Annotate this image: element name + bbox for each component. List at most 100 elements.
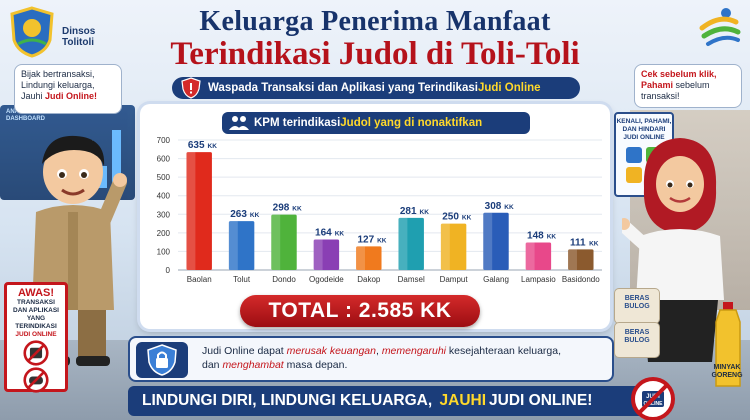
awas-line3: YANG TERINDIKASI: [15, 315, 57, 330]
warning-banner-text: Waspada Transaksi dan Aplikasi yang Teri…: [208, 82, 478, 94]
footer-banner: LINDUNGI DIRI, LINDUNGI KELUARGA, JAUHI J…: [128, 386, 648, 416]
bar-highlight: [525, 242, 535, 270]
data-label: 308: [485, 201, 502, 212]
chart-banner-highlight: Judol yang di nonaktifkan: [340, 117, 483, 129]
bar-highlight: [228, 221, 238, 270]
bar-baolan: [186, 152, 212, 270]
bar-highlight: [398, 217, 408, 270]
logo-left-line2: Tolitoli: [62, 37, 95, 48]
awas-line2: DAN APLIKASI: [13, 307, 59, 314]
data-label: 635: [188, 140, 205, 151]
info-line1: Judi Online dapat merusak keuangan, meme…: [202, 344, 604, 358]
info-line1-b: ,: [375, 345, 382, 357]
data-label-unit: KK: [547, 234, 557, 241]
rice-sack-label1: BERAS: [624, 329, 650, 336]
info-line1-hl2: memengaruhi: [381, 345, 447, 357]
awas-title: AWAS!: [17, 287, 55, 299]
no-gamepad-icon: [23, 367, 49, 393]
info-line2-a: dan: [202, 359, 223, 371]
data-label-unit: KK: [335, 231, 345, 238]
data-label: 281: [400, 206, 417, 217]
bubble-right-line3: transaksi!: [641, 91, 680, 101]
board-right-line2: DAN HINDARI: [622, 126, 666, 133]
bar-tolut: [228, 221, 255, 270]
data-label-unit: KK: [377, 237, 387, 244]
x-tick-label: Damsel: [398, 275, 425, 284]
footer-part2: JUDI ONLINE!: [489, 392, 593, 409]
no-gamble-line2: ONLINE: [644, 401, 664, 407]
bar-highlight: [568, 249, 577, 270]
info-line2-b: masa depan.: [283, 359, 348, 371]
bubble-left-line1: Bijak bertransaksi,: [21, 69, 95, 79]
page-title-line1: Keluarga Penerima Manfaat: [199, 6, 551, 37]
info-box: Judi Online dapat merusak keuangan, meme…: [128, 336, 614, 382]
y-tick-label: 700: [157, 136, 171, 145]
data-label-unit: KK: [589, 240, 599, 247]
awas-warning-sign: AWAS! TRANSAKSI DAN APLIKASI YANG TERIND…: [4, 282, 68, 393]
rice-sack-label1: BERAS: [624, 295, 650, 302]
rice-sack: BERAS BULOG: [614, 322, 660, 358]
bubble-right-line1: Cek sebelum klik,: [641, 69, 717, 79]
bar-basidondo: [568, 249, 594, 270]
info-line2: dan menghambat masa depan.: [202, 358, 604, 372]
x-tick-label: Baolan: [187, 275, 212, 284]
data-label: 111: [570, 237, 586, 248]
bar-highlight: [440, 223, 450, 270]
x-tick-label: Lampasio: [521, 275, 556, 284]
x-tick-label: Galang: [483, 275, 509, 284]
bar-damput: [440, 223, 467, 270]
chart-card: [140, 104, 610, 329]
cooking-oil-bottle-icon: [715, 302, 741, 387]
bubble-right-line2-hl: Pahami: [641, 80, 674, 90]
data-label: 250: [442, 212, 459, 223]
bubble-right-line2: Pahami sebelum: [641, 80, 735, 91]
data-label: 298: [273, 203, 290, 214]
y-tick-label: 400: [157, 192, 171, 201]
y-tick-label: 0: [166, 266, 171, 275]
x-tick-label: Dondo: [272, 275, 296, 284]
bar-highlight: [356, 246, 365, 270]
data-label: 127: [357, 234, 374, 245]
info-line1-a: Judi Online dapat: [202, 345, 287, 357]
info-line2-hl: menghambat: [222, 359, 284, 371]
rice-sack-label2: BULOG: [624, 303, 650, 310]
chart-banner-text: KPM terindikasi: [254, 117, 341, 129]
data-label-unit: KK: [250, 212, 260, 219]
data-label-unit: KK: [504, 204, 514, 211]
chart-banner: KPM terindikasi Judol yang di nonaktifka…: [222, 112, 530, 134]
board-right-line1: KENALI, PAHAMI,: [616, 118, 672, 125]
footer-highlight: JAUHI: [439, 392, 487, 409]
oil-label2: GORENG: [711, 372, 743, 379]
no-gambling-icon: JUDI ONLINE: [631, 377, 675, 420]
people-icon: [229, 116, 249, 130]
awas-line4: JUDI ONLINE: [15, 331, 57, 338]
page-title-line2: Terindikasi Judol di Toli-Toli: [170, 36, 580, 72]
info-line1-hl1: merusak keuangan: [286, 345, 376, 357]
bubble-left-line3: Jauhi Judi Online!: [21, 91, 115, 102]
bar-highlight: [186, 152, 196, 270]
y-tick-label: 500: [157, 173, 171, 182]
total-badge: TOTAL : 2.585 KK: [240, 295, 480, 327]
lock-box: [136, 342, 188, 378]
data-label: 164: [315, 228, 332, 239]
lock-icon: [147, 344, 177, 376]
y-tick-label: 300: [157, 210, 171, 219]
logo-left-label: Dinsos Tolitoli: [62, 26, 95, 48]
bar-dondo: [271, 214, 297, 270]
data-label: 148: [527, 231, 544, 242]
shield-alert-icon: [181, 77, 201, 99]
board-right-line3: JUDI ONLINE: [623, 134, 665, 141]
bar-ogodeide: [313, 239, 340, 270]
y-tick-label: 600: [157, 155, 171, 164]
x-tick-label: Basidondo: [562, 275, 600, 284]
no-slot-machine-icon: [23, 340, 49, 366]
female-officer-character: [622, 138, 724, 362]
bar-highlight: [313, 239, 323, 270]
warning-banner: Waspada Transaksi dan Aplikasi yang Teri…: [172, 77, 580, 99]
bar-highlight: [271, 214, 281, 270]
logo-left-line1: Dinsos: [62, 26, 96, 37]
dinsos-logo-icon: [10, 6, 54, 58]
kemensos-logo-icon: [699, 8, 741, 46]
info-line1-c: kesejahteraan keluarga,: [446, 345, 562, 357]
